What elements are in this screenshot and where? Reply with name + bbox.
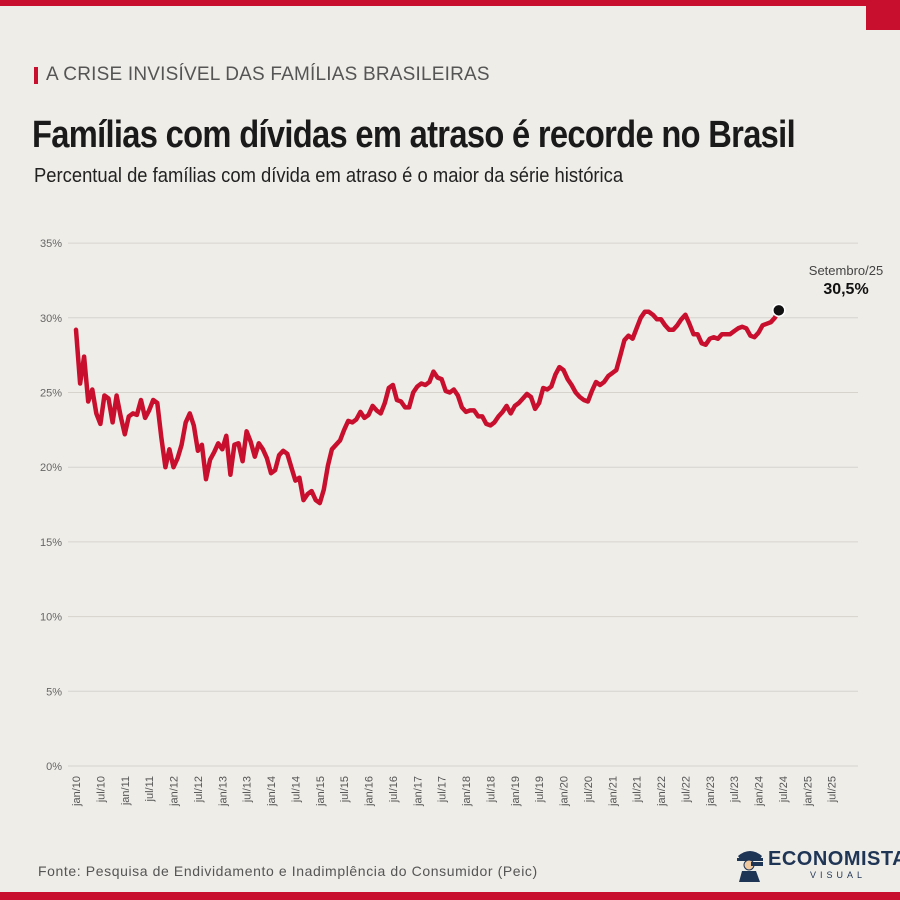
x-tick-label: jan/17	[412, 776, 424, 807]
logo-subtext: VISUAL	[810, 870, 867, 880]
y-tick-label: 35%	[40, 238, 62, 250]
kicker: A CRISE INVISÍVEL DAS FAMÍLIAS BRASILEIR…	[34, 64, 490, 86]
x-tick-label: jul/21	[632, 776, 644, 803]
kicker-mark	[34, 66, 38, 84]
x-tick-label: jul/18	[485, 776, 497, 803]
x-tick-label: jul/23	[729, 776, 741, 803]
y-tick-label: 15%	[40, 537, 62, 549]
x-tick-label: jan/20	[559, 776, 571, 807]
x-tick-label: jul/15	[339, 776, 351, 803]
top-corner-accent	[866, 0, 900, 30]
x-tick-label: jan/18	[461, 776, 473, 807]
y-tick-label: 0%	[46, 761, 62, 773]
latest-point-marker	[772, 303, 786, 318]
x-tick-label: jan/19	[510, 776, 522, 807]
y-tick-label: 25%	[40, 388, 62, 400]
top-accent-bar	[0, 0, 900, 6]
x-tick-label: jul/12	[193, 776, 205, 803]
logo-text: ECONOMISTA	[768, 848, 900, 870]
y-tick-label: 30%	[40, 313, 62, 325]
annotation-date-label: Setembro/25	[809, 263, 883, 278]
x-tick-label: jul/11	[144, 776, 156, 802]
x-tick-label: jan/12	[169, 776, 181, 807]
x-tick-label: jul/24	[778, 776, 790, 803]
chart-subtitle: Percentual de famílias com dívida em atr…	[34, 165, 624, 187]
x-tick-label: jan/25	[802, 776, 814, 807]
bottom-accent-bar	[0, 892, 900, 900]
explorer-mascot-icon	[737, 851, 763, 882]
chart-title: Famílias com dívidas em atraso é recorde…	[32, 114, 796, 156]
annotation-value-label: 30,5%	[823, 281, 868, 298]
x-tick-label: jul/13	[242, 776, 254, 803]
kicker-text: A CRISE INVISÍVEL DAS FAMÍLIAS BRASILEIR…	[46, 64, 490, 85]
x-tick-label: jul/10	[95, 776, 107, 803]
x-tick-label: jul/25	[827, 776, 839, 803]
y-tick-label: 20%	[40, 462, 62, 474]
economista-visual-logo: ECONOMISTA VISUAL	[734, 846, 900, 884]
x-tick-label: jul/19	[534, 776, 546, 803]
x-tick-label: jan/10	[71, 776, 83, 807]
x-tick-label: jan/22	[656, 776, 668, 807]
x-tick-label: jul/20	[583, 776, 595, 803]
x-tick-label: jan/14	[266, 776, 278, 807]
x-tick-label: jan/21	[607, 776, 619, 807]
x-tick-label: jul/16	[388, 776, 400, 803]
x-tick-label: jul/17	[437, 776, 449, 803]
x-tick-label: jan/11	[120, 776, 132, 806]
series-line	[73, 308, 782, 506]
x-tick-label: jan/15	[315, 776, 327, 807]
x-tick-label: jan/16	[364, 776, 376, 807]
source-note: Fonte: Pesquisa de Endividamento e Inadi…	[38, 863, 538, 879]
x-tick-label: jan/23	[705, 776, 717, 807]
y-tick-label: 5%	[46, 686, 62, 698]
x-tick-label: jan/13	[217, 776, 229, 807]
x-tick-label: jan/24	[754, 776, 766, 807]
x-tick-label: jul/14	[290, 776, 302, 803]
y-tick-label: 10%	[40, 612, 62, 624]
x-tick-label: jul/22	[680, 776, 692, 803]
